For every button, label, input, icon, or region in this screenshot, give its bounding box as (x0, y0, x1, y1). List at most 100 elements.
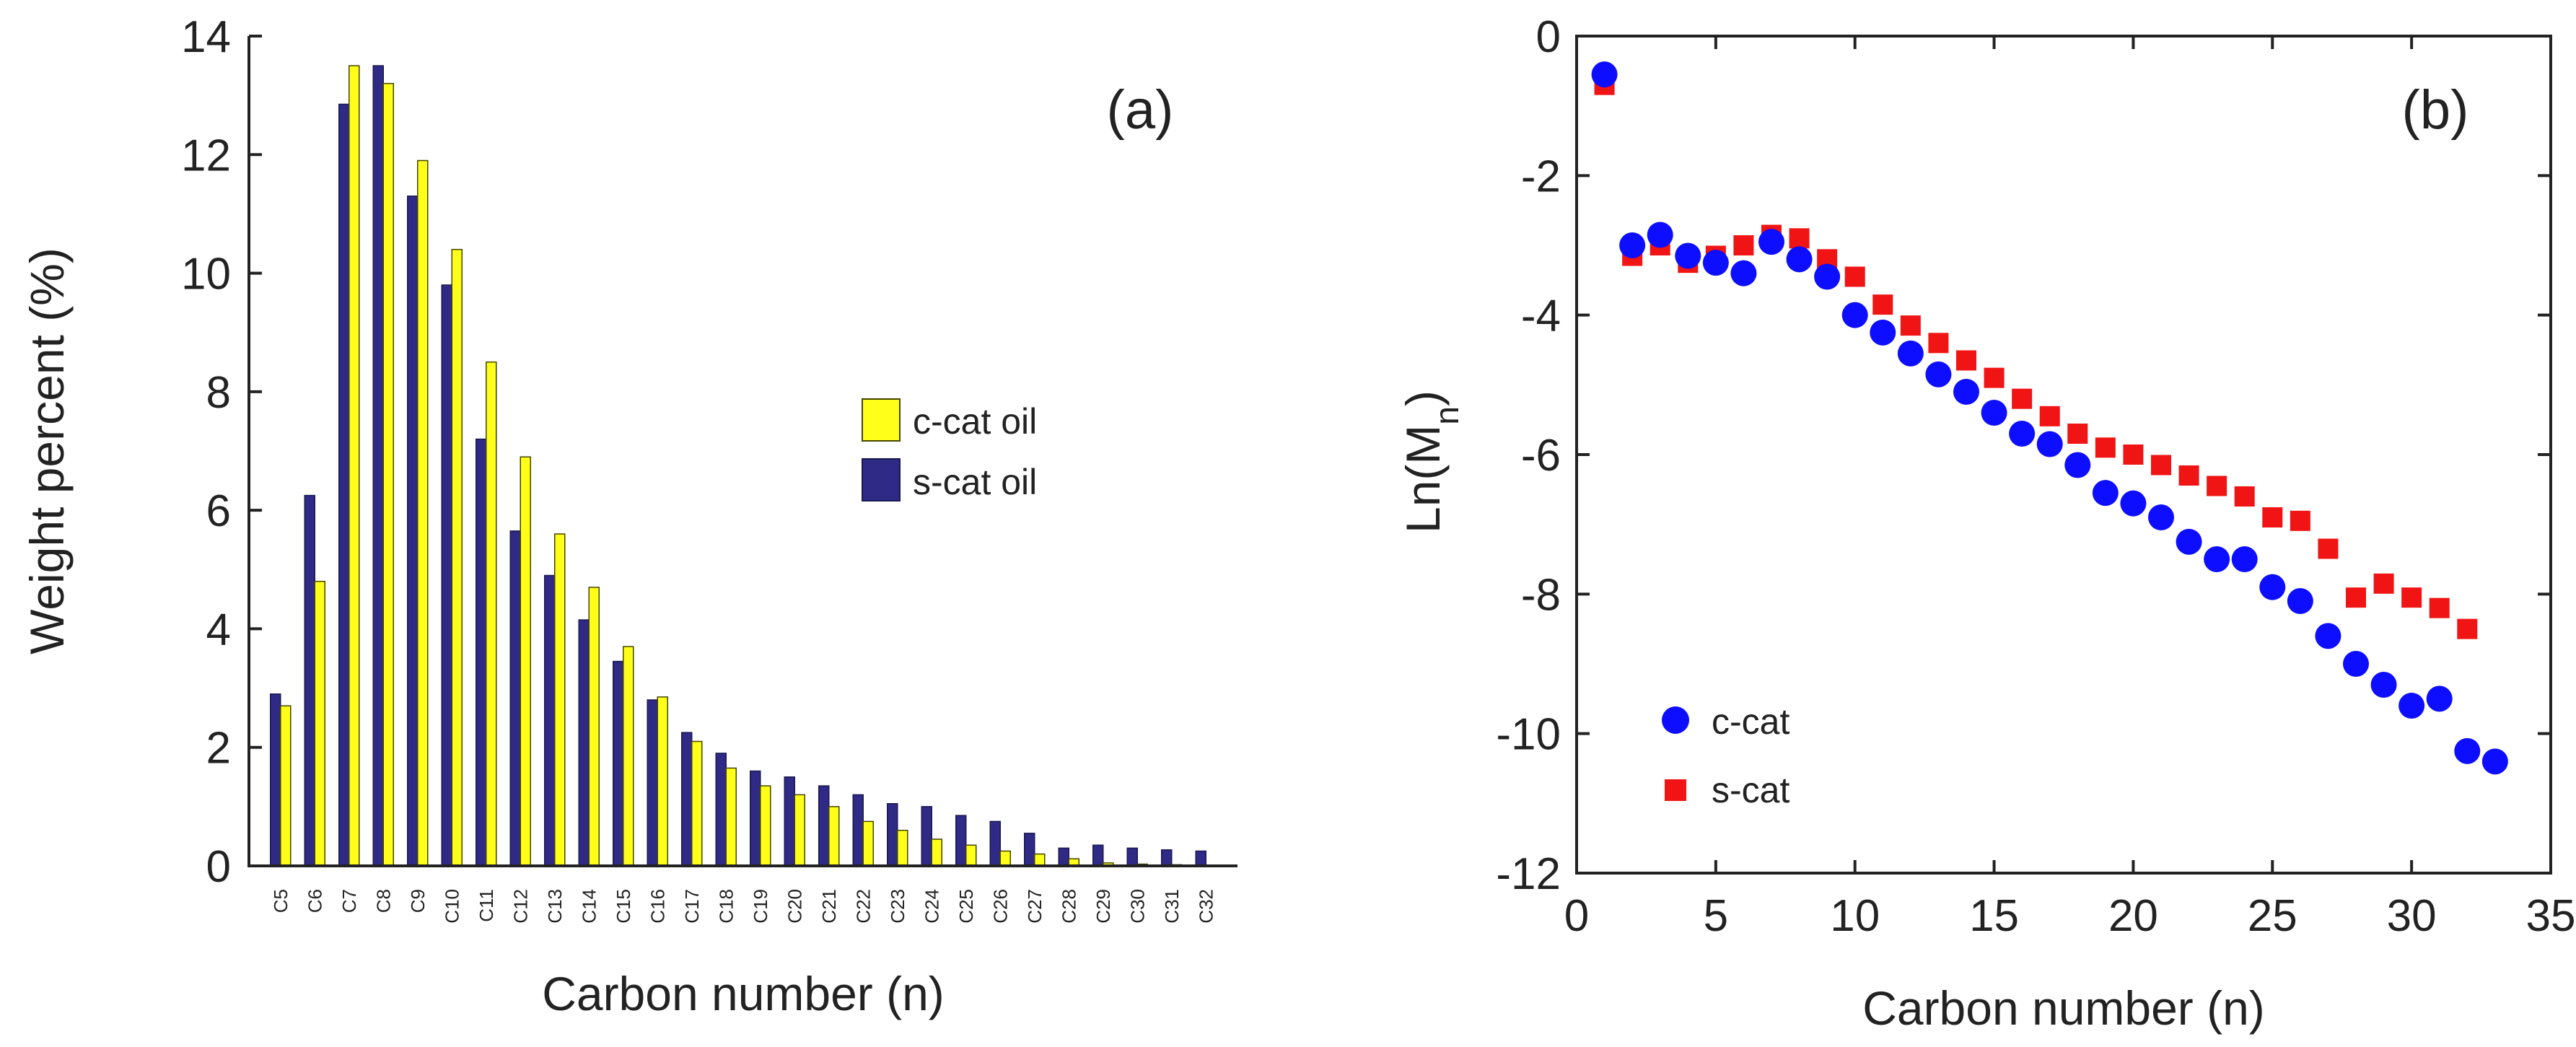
s-cat-point (2095, 437, 2116, 458)
panel-a-category-label: C32 (1195, 889, 1217, 924)
panel-a-category-label: C11 (476, 889, 497, 922)
panel-a-axes (247, 36, 1237, 867)
c-cat-point (2064, 452, 2091, 478)
c-cat-oil-bar (725, 767, 737, 867)
s-cat-point (2151, 455, 2171, 476)
c-cat-oil-bar (382, 82, 394, 867)
s-cat-oil-bar (304, 494, 315, 867)
s-cat-oil-bar (544, 574, 556, 867)
c-cat-point (1925, 361, 1952, 387)
panel-a-y-tick-label: 4 (206, 605, 231, 654)
s-cat-oil-bar (1195, 850, 1206, 867)
panel-a-label: (a) (1107, 79, 1174, 141)
s-cat-oil-bar (955, 815, 967, 867)
s-cat-point (2429, 597, 2450, 618)
s-cat-oil-bar (476, 438, 487, 867)
s-cat-oil-bar (784, 776, 795, 867)
s-cat-oil-bar (647, 699, 658, 867)
c-cat-point (1814, 263, 1841, 290)
c-cat-point (1702, 250, 1729, 276)
s-cat-oil-bar (509, 530, 521, 867)
s-cat-point (1928, 333, 1949, 354)
panel-a-legend: c-cat oil s-cat oil (862, 398, 1037, 502)
panel-a-y-tick-label: 12 (181, 131, 231, 180)
c-cat-point (2454, 737, 2481, 764)
panel-b-x-tick-label: 10 (1830, 891, 1880, 941)
panel-b-ticks: 0 5 10 15 20 25 30 35 -12 -10 -8 -6 -4 -2 0 (1496, 12, 2575, 941)
s-cat-oil-bar (407, 196, 419, 867)
c-cat-oil-bar (965, 844, 977, 867)
s-cat-point (2318, 538, 2339, 559)
s-cat-oil-bar (887, 803, 898, 867)
legend-label-s-cat: s-cat (1712, 770, 1789, 810)
panel-a-category-label: C20 (784, 889, 805, 924)
c-cat-point (2287, 588, 2313, 614)
c-cat-point (2148, 504, 2174, 530)
c-cat-oil-bar (451, 248, 463, 867)
panel-a-y-tick-label: 8 (206, 368, 231, 418)
c-cat-oil-bar (520, 456, 531, 867)
panel-a-y-tick-label: 6 (206, 486, 231, 536)
c-cat-point (1981, 400, 2007, 426)
c-cat-point (2120, 490, 2147, 517)
panel-b-x-tick-label: 20 (2108, 891, 2158, 941)
s-cat-point (1984, 367, 2005, 388)
panel-b-y-title-subscript: n (1428, 406, 1466, 425)
c-cat-oil-bar (1034, 853, 1046, 867)
c-cat-point (1619, 232, 1646, 258)
panel-a-category-label: C6 (304, 889, 325, 913)
legend-swatch-c-cat-oil (862, 398, 901, 442)
s-cat-oil-bar (613, 660, 624, 867)
panel-b-x-tick-label: 35 (2526, 891, 2576, 941)
c-cat-point (1730, 260, 1757, 286)
panel-a-category-label: C27 (1024, 889, 1046, 924)
panel-b-scatter-chart: 0 5 10 15 20 25 30 35 -12 -10 -8 -6 -4 -2 0 (b) Carbon… (1396, 12, 2575, 1035)
panel-a-y-tick-label: 10 (181, 250, 231, 299)
s-cat-oil-bar (750, 770, 761, 867)
s-cat-point (2178, 465, 2199, 486)
c-cat-oil-bar (486, 362, 497, 867)
c-cat-point (2426, 685, 2453, 712)
s-cat-oil-bar (1058, 847, 1069, 867)
c-cat-point (1953, 379, 1979, 405)
c-cat-point (2176, 528, 2202, 555)
s-cat-point (2039, 406, 2060, 426)
c-cat-oil-bar (417, 159, 429, 867)
s-cat-point (1872, 294, 1893, 315)
panel-a-category-label: C17 (681, 889, 703, 924)
panel-a-category-label: C26 (989, 889, 1011, 924)
s-cat-point (1789, 228, 1810, 249)
s-cat-point (2290, 510, 2310, 531)
panel-a-y-tick-label: 0 (206, 842, 231, 892)
panel-b-y-title-main: Ln(M (1396, 425, 1450, 533)
panel-a-y-tick-label: 2 (206, 724, 231, 774)
panel-b-y-title-close: ) (1396, 390, 1450, 406)
panel-a-category-label: C13 (544, 889, 566, 924)
c-cat-oil-bar (691, 740, 703, 867)
panel-a-category-label: C22 (852, 889, 874, 924)
panel-b-x-tick-label: 0 (1564, 891, 1589, 941)
c-cat-oil-bar (897, 829, 908, 867)
c-cat-point (2231, 546, 2258, 572)
c-cat-oil-bar (588, 587, 600, 867)
c-cat-point (1675, 242, 1701, 269)
panel-a-category-label: C9 (407, 889, 429, 913)
panel-a-category-label: C12 (509, 889, 531, 924)
panel-a-bar-chart: 0 2 4 6 8 10 12 14 C5 C6 C7 C8 C9 C10 C11 C12 C13 C14 C15… (20, 12, 1237, 1020)
s-cat-oil-bar (989, 820, 1001, 867)
c-cat-oil-bar (623, 646, 634, 867)
panel-b-y-tick-label: -10 (1496, 710, 1561, 760)
s-cat-point (2262, 507, 2283, 527)
s-cat-oil-bar (441, 284, 452, 867)
s-cat-oil-bar (578, 619, 590, 867)
c-cat-oil-bar (999, 850, 1011, 867)
panel-b-x-tick-label: 25 (2248, 891, 2297, 941)
legend-marker-c-cat (1662, 706, 1689, 734)
panel-a-category-label: C31 (1161, 889, 1183, 924)
c-cat-oil-bar (314, 580, 325, 867)
s-cat-point (2234, 486, 2255, 507)
s-cat-oil-bar (921, 806, 932, 867)
panel-b-y-tick-label: -6 (1521, 431, 1561, 481)
legend-swatch-s-cat-oil (862, 458, 901, 501)
